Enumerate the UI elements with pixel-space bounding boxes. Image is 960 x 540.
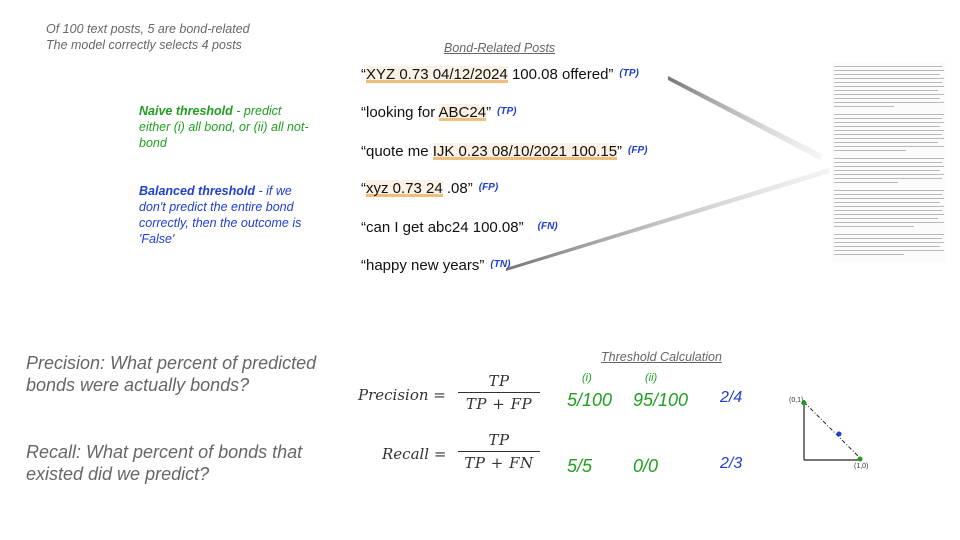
- intro-line-2: The model correctly selects 4 posts: [46, 38, 242, 52]
- recall-question: Recall: What percent of bonds that exist…: [26, 442, 303, 484]
- naive-threshold-note: Naive threshold - predict either (i) all…: [139, 103, 314, 151]
- plot-diagonal: [803, 401, 861, 459]
- post-item: “looking for ABC24” (TP): [361, 104, 517, 121]
- balanced-threshold-label: Balanced threshold: [139, 184, 255, 198]
- point-top-green: [801, 400, 807, 406]
- arrow-top: [668, 76, 822, 160]
- point-right-green: [857, 456, 863, 462]
- post-highlight: xyz 0.73 24: [366, 180, 443, 197]
- post-item: “quote me IJK 0.23 08/10/2021 100.15” (FP…: [361, 143, 648, 160]
- post-tag: (TP): [497, 106, 517, 117]
- col-ii-label: (ii): [645, 372, 658, 384]
- precision-formula: Precision =: [358, 385, 446, 404]
- post-tag: (TN): [490, 259, 511, 270]
- bond-posts-header: Bond-Related Posts: [444, 41, 556, 55]
- post-tag: (FP): [478, 182, 499, 193]
- recall-fraction: TP TP + FN: [458, 431, 540, 472]
- post-item: “XYZ 0.73 04/12/2024 100.08 offered” (TP): [361, 66, 639, 83]
- precision-question: Precision: What percent of predicted bon…: [26, 353, 317, 395]
- plot-label-top: (0,1): [789, 397, 804, 404]
- col-i-label: (i): [582, 372, 592, 384]
- balanced-threshold-note: Balanced threshold - if we don't predict…: [139, 183, 314, 247]
- post-highlight: XYZ 0.73 04/12/2024: [366, 66, 508, 83]
- threshold-header: Threshold Calculation: [601, 350, 722, 364]
- arrow-bottom: [506, 168, 830, 271]
- recall-naive-i: 5/5: [567, 456, 593, 476]
- post-tag: (TP): [619, 68, 639, 79]
- post-highlight: IJK 0.23 08/10/2021 100.15: [432, 143, 618, 160]
- precision-lhs: Precision =: [358, 386, 446, 404]
- post-highlight: ABC24: [438, 104, 487, 121]
- recall-balanced: 2/3: [720, 455, 743, 472]
- precision-naive-i: 5/100: [567, 390, 613, 410]
- plot-label-right: (1,0): [854, 463, 869, 470]
- mini-precision-recall-plot: [801, 400, 863, 462]
- document-thumbnail: [832, 62, 946, 262]
- post-item: “happy new years” (TN): [361, 257, 511, 274]
- post-item: “xyz 0.73 24 .08” (FP): [361, 180, 499, 197]
- balanced-threshold-text: - if we don't predict the entire bond co…: [139, 184, 302, 246]
- recall-formula: Recall =: [382, 444, 446, 463]
- recall-naive-ii: 0/0: [633, 456, 659, 476]
- post-tag: (FP): [628, 145, 648, 156]
- precision-naive-ii: 95/100: [633, 390, 689, 410]
- intro-line-1: Of 100 text posts, 5 are bond-related: [46, 22, 250, 36]
- post-tag: (FN): [537, 221, 558, 232]
- naive-threshold-label: Naive threshold: [139, 104, 233, 118]
- post-item: “can I get abc24 100.08” (FN): [361, 219, 558, 236]
- recall-lhs: Recall =: [382, 445, 447, 463]
- precision-fraction: TP TP + FP: [458, 372, 540, 413]
- naive-threshold-text: - predict either (i) all bond, or (ii) a…: [139, 104, 309, 150]
- point-middle-blue: [836, 431, 842, 437]
- precision-balanced: 2/4: [720, 389, 743, 406]
